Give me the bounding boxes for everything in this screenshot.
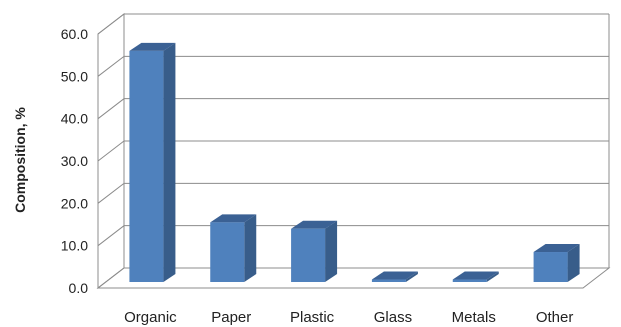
y-tick-labels: 0.0 10.0 20.0 30.0 40.0 50.0 60.0 xyxy=(61,26,88,296)
bar-front xyxy=(210,222,245,282)
bar-side xyxy=(486,271,499,282)
gridline xyxy=(97,55,609,77)
gridline xyxy=(97,267,609,289)
y-axis-title: Composition, % xyxy=(12,107,28,213)
y-tick-label: 0.0 xyxy=(69,280,89,296)
bar-top xyxy=(291,220,338,229)
bar-side xyxy=(244,214,257,282)
y-tick-label: 50.0 xyxy=(61,68,88,84)
bar-top xyxy=(371,271,418,280)
y-tick-label: 40.0 xyxy=(61,111,88,127)
x-category-label: Paper xyxy=(211,309,251,326)
x-category-label: Other xyxy=(536,309,574,326)
x-category-label: Organic xyxy=(124,309,177,326)
bar-top xyxy=(452,271,499,280)
y-tick-label: 60.0 xyxy=(61,26,88,42)
bar-side xyxy=(325,220,338,282)
gridline xyxy=(97,140,609,162)
gridlines xyxy=(97,13,609,289)
y-tick-label: 20.0 xyxy=(61,195,88,211)
bar-plastic xyxy=(291,220,338,282)
bar-other xyxy=(533,244,580,282)
bar-front xyxy=(533,252,568,282)
bars xyxy=(129,42,580,282)
x-category-labels: Organic Paper Plastic Glass Metals Other xyxy=(124,309,573,326)
bar-front xyxy=(129,50,164,282)
gridline xyxy=(97,13,609,35)
gridline xyxy=(97,98,609,120)
y-tick-label: 30.0 xyxy=(61,153,88,169)
gridline xyxy=(97,225,609,247)
bar-organic xyxy=(129,42,176,282)
bar-top xyxy=(210,214,257,223)
x-category-label: Glass xyxy=(374,309,412,326)
bar-metals xyxy=(452,271,499,282)
bar-side xyxy=(405,271,418,282)
bar-side xyxy=(163,42,176,282)
bar-top xyxy=(129,42,176,51)
bar-front xyxy=(291,228,326,282)
bar-glass xyxy=(371,271,418,282)
gridline xyxy=(97,182,609,204)
bar-front xyxy=(371,279,406,282)
bar-side xyxy=(567,244,580,282)
x-category-label: Plastic xyxy=(290,309,335,326)
bar-paper xyxy=(210,214,257,282)
bar-front xyxy=(452,279,487,282)
bar-top xyxy=(533,244,580,253)
y-tick-label: 10.0 xyxy=(61,238,88,254)
x-category-label: Metals xyxy=(452,309,496,326)
